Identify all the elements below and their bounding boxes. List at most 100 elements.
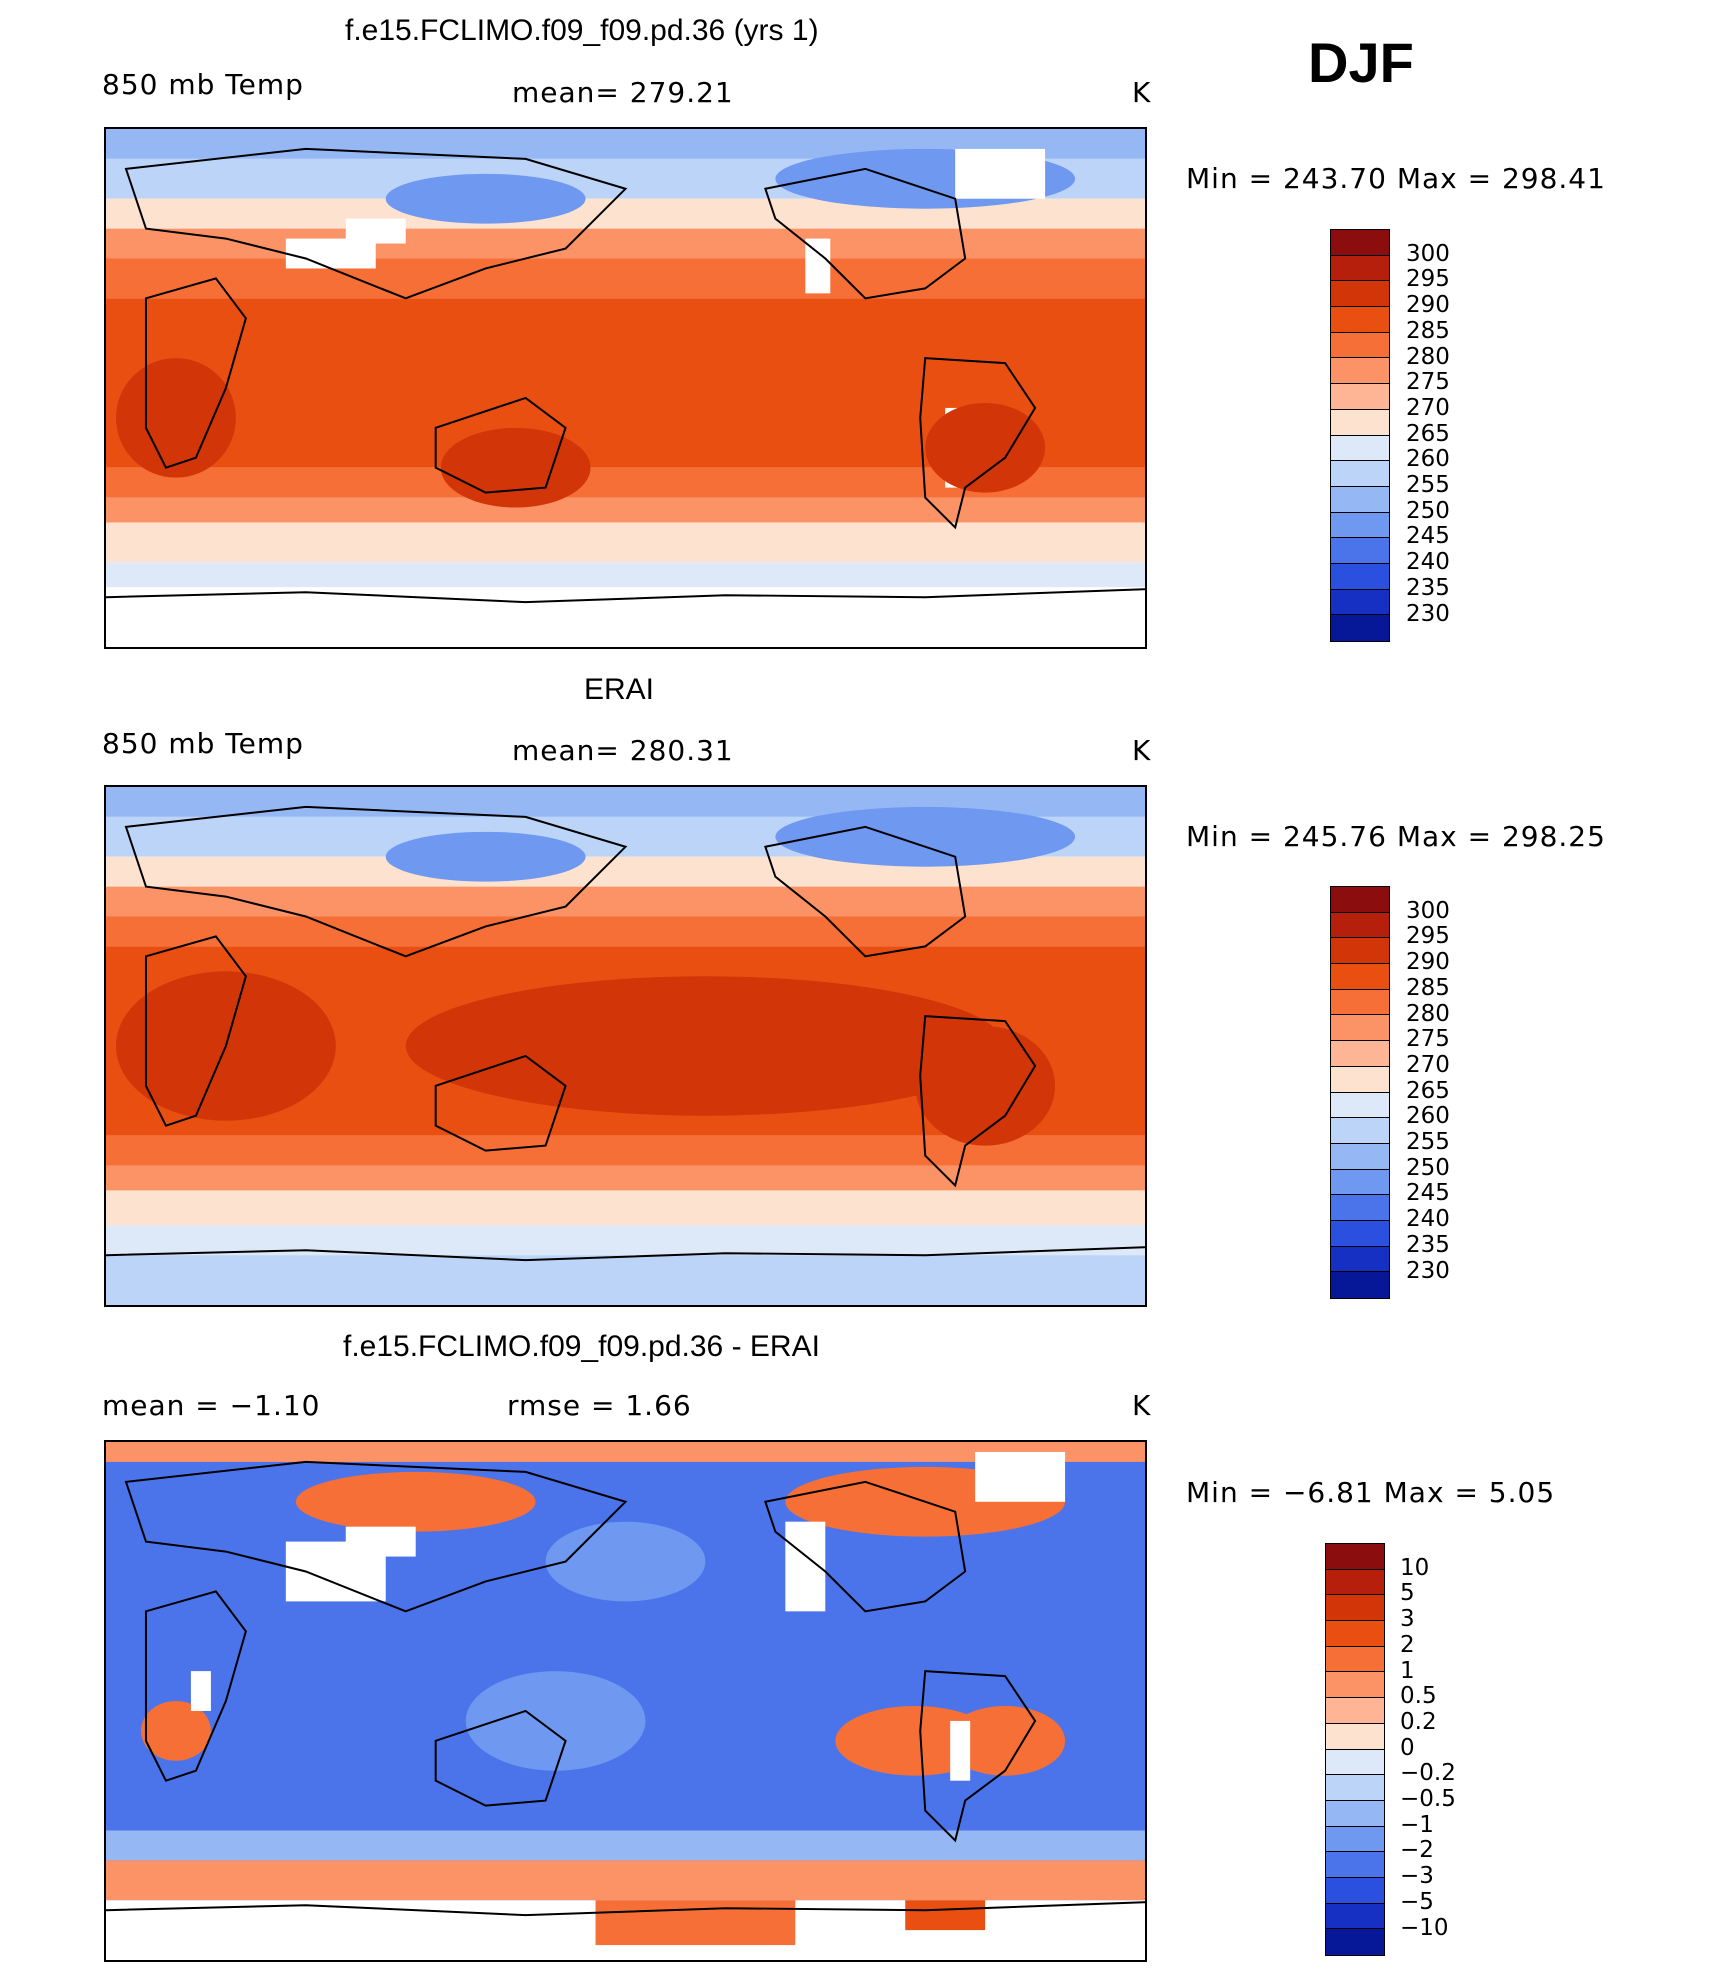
panel2-colorbar-box	[1331, 964, 1389, 990]
panel3-colorbar-box	[1326, 1646, 1384, 1673]
panel2-colorbar-box	[1331, 1066, 1389, 1093]
panel3-colorbar-tick-label: −10	[1400, 1914, 1449, 1941]
panel3-colorbar-box	[1326, 1877, 1384, 1904]
panel2-colorbar-tick-label: 290	[1406, 949, 1450, 976]
panel3-colorbar-tick-label: 2	[1400, 1631, 1415, 1658]
panel1-colorbar-box	[1331, 461, 1389, 487]
panel2-colorbar-box	[1331, 1092, 1389, 1119]
panel1-colorbar-tick-label: 255	[1406, 472, 1450, 498]
panel1-colorbar-tick-label: 285	[1406, 317, 1450, 344]
panel1-colorbar-box	[1331, 486, 1389, 513]
panel1-colorbar	[1330, 229, 1390, 642]
panel2-colorbar-tick-label: 260	[1406, 1103, 1450, 1130]
panel1-map	[104, 127, 1147, 649]
panel2-colorbar-box	[1331, 1041, 1389, 1067]
panel2-minmax: Min = 245.76 Max = 298.25	[1186, 820, 1606, 853]
panel3-map	[104, 1440, 1147, 1962]
panel2-colorbar-box	[1331, 1195, 1389, 1221]
panel3-colorbar-tick-label: 10	[1400, 1554, 1430, 1581]
panel3-colorbar-box	[1326, 1903, 1384, 1930]
panel1-variable-label: 850 mb Temp	[102, 68, 304, 101]
panel3-rmse-label: rmse = 1.66	[507, 1389, 692, 1422]
panel1-colorbar-box	[1331, 230, 1389, 256]
panel1-colorbar-tick-label: 260	[1406, 446, 1450, 473]
panel2-colorbar-tick-label: 300	[1406, 897, 1450, 924]
panel3-colorbar-tick-label: −0.5	[1400, 1786, 1456, 1812]
panel3-colorbar-tick-label: 0	[1400, 1734, 1415, 1761]
panel2-colorbar-box	[1331, 1118, 1389, 1144]
panel3-title: f.e15.FCLIMO.f09_f09.pd.36 - ERAI	[343, 1330, 820, 1363]
panel2-colorbar-tick-label: 235	[1406, 1231, 1450, 1258]
panel1-colorbar-tick-label: 265	[1406, 420, 1450, 447]
panel1-colorbar-tick-label: 230	[1406, 600, 1450, 627]
panel2-colorbar-box	[1331, 1272, 1389, 1298]
panel3-colorbar-tick-label: 3	[1400, 1606, 1415, 1633]
panel2-colorbar-box	[1331, 887, 1389, 913]
panel3-colorbar-tick-label: 0.5	[1400, 1683, 1437, 1710]
panel3-colorbar-tick-label: 5	[1400, 1580, 1415, 1607]
panel3-minmax: Min = −6.81 Max = 5.05	[1186, 1476, 1556, 1509]
panel1-colorbar-box	[1331, 281, 1389, 308]
panel3-colorbar-box	[1326, 1852, 1384, 1878]
panel1-colorbar-tick-label: 240	[1406, 549, 1450, 576]
panel3-colorbar-box	[1326, 1826, 1384, 1853]
panel3-colorbar-box	[1326, 1698, 1384, 1724]
panel2-title: ERAI	[584, 673, 655, 706]
panel3-colorbar-box	[1326, 1595, 1384, 1622]
panel3-colorbar-box	[1326, 1775, 1384, 1801]
panel1-colorbar-tick-label: 290	[1406, 292, 1450, 319]
panel2-colorbar-tick-label: 295	[1406, 923, 1450, 950]
panel1-colorbar-box	[1331, 255, 1389, 282]
panel1-colorbar-tick-label: 235	[1406, 574, 1450, 601]
panel1-colorbar-tick-label: 280	[1406, 343, 1450, 370]
panel1-colorbar-box	[1331, 563, 1389, 590]
panel2-colorbar-box	[1331, 1220, 1389, 1247]
panel2-colorbar-box	[1331, 912, 1389, 939]
panel1-colorbar-box	[1331, 384, 1389, 410]
panel1-colorbar-tick-label: 295	[1406, 266, 1450, 293]
panel2-units-label: K	[1132, 734, 1152, 767]
panel1-minmax: Min = 243.70 Max = 298.41	[1186, 162, 1606, 195]
panel3-colorbar-box	[1326, 1569, 1384, 1596]
panel1-colorbar-tick-label: 275	[1406, 369, 1450, 396]
panel1-mean-label: mean= 279.21	[512, 76, 734, 109]
panel1-title: f.e15.FCLIMO.f09_f09.pd.36 (yrs 1)	[345, 14, 819, 47]
panel3-colorbar-tick-label: −2	[1400, 1837, 1434, 1864]
panel2-colorbar-box	[1331, 1246, 1389, 1273]
panel1-colorbar-box	[1331, 332, 1389, 359]
panel1-colorbar-box	[1331, 358, 1389, 385]
panel2-colorbar-tick-label: 280	[1406, 1000, 1450, 1027]
panel1-colorbar-box	[1331, 435, 1389, 462]
panel3-colorbar-box	[1326, 1929, 1384, 1955]
panel2-colorbar	[1330, 886, 1390, 1299]
panel3-colorbar-box	[1326, 1672, 1384, 1699]
panel1-colorbar-box	[1331, 589, 1389, 616]
panel2-variable-label: 850 mb Temp	[102, 727, 304, 760]
panel2-colorbar-tick-label: 240	[1406, 1206, 1450, 1233]
panel3-colorbar-tick-label: −0.2	[1400, 1760, 1456, 1787]
panel1-colorbar-box	[1331, 538, 1389, 564]
panel2-colorbar-tick-label: 275	[1406, 1026, 1450, 1053]
panel3-colorbar-box	[1326, 1544, 1384, 1570]
panel2-colorbar-tick-label: 270	[1406, 1051, 1450, 1078]
panel3-colorbar-tick-label: −5	[1400, 1888, 1434, 1915]
panel2-colorbar-box	[1331, 1015, 1389, 1042]
panel3-colorbar-tick-label: −1	[1400, 1811, 1434, 1838]
panel3-colorbar-box	[1326, 1723, 1384, 1750]
panel2-colorbar-box	[1331, 1143, 1389, 1170]
panel2-colorbar-box	[1331, 1169, 1389, 1196]
panel3-mean-label: mean = −1.10	[102, 1389, 321, 1422]
panel3-colorbar-tick-label: 0.2	[1400, 1708, 1437, 1735]
panel3-colorbar	[1325, 1543, 1385, 1956]
panel2-colorbar-tick-label: 285	[1406, 974, 1450, 1001]
season-label: DJF	[1308, 31, 1414, 94]
panel2-colorbar-box	[1331, 989, 1389, 1016]
panel2-colorbar-tick-label: 245	[1406, 1180, 1450, 1207]
panel1-colorbar-tick-label: 250	[1406, 497, 1450, 524]
panel2-colorbar-box	[1331, 938, 1389, 965]
panel2-colorbar-tick-label: 230	[1406, 1257, 1450, 1284]
panel1-colorbar-box	[1331, 409, 1389, 436]
panel1-colorbar-box	[1331, 307, 1389, 333]
panel3-units-label: K	[1132, 1389, 1152, 1422]
panel1-colorbar-tick-label: 300	[1406, 240, 1450, 267]
